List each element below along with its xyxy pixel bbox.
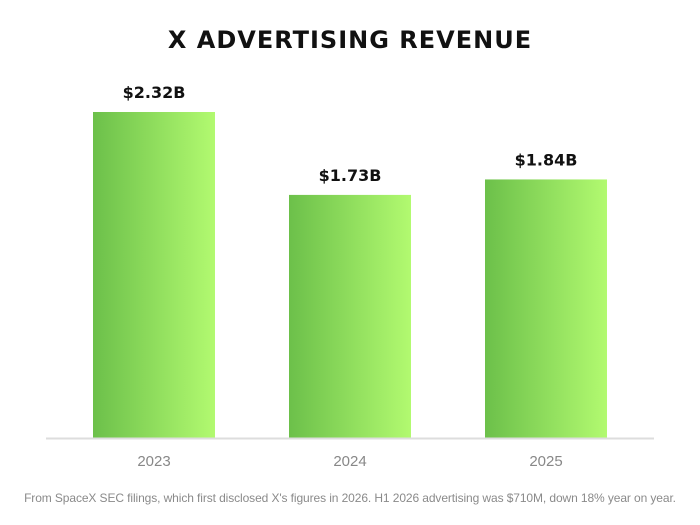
bar-2023	[93, 112, 215, 438]
bar-2025	[485, 179, 607, 438]
data-label-2023: $2.32B	[123, 83, 186, 102]
footnote: From SpaceX SEC filings, which first dis…	[24, 491, 676, 505]
bar-2024	[289, 194, 411, 438]
x-tick-label-2025: 2025	[529, 453, 562, 470]
data-label-2024: $1.73B	[319, 166, 382, 185]
x-tick-label-2023: 2023	[137, 453, 170, 470]
x-tick-label-2024: 2024	[333, 453, 366, 470]
data-label-2025: $1.84B	[515, 150, 578, 169]
chart-title: X ADVERTISING REVENUE	[167, 26, 533, 54]
